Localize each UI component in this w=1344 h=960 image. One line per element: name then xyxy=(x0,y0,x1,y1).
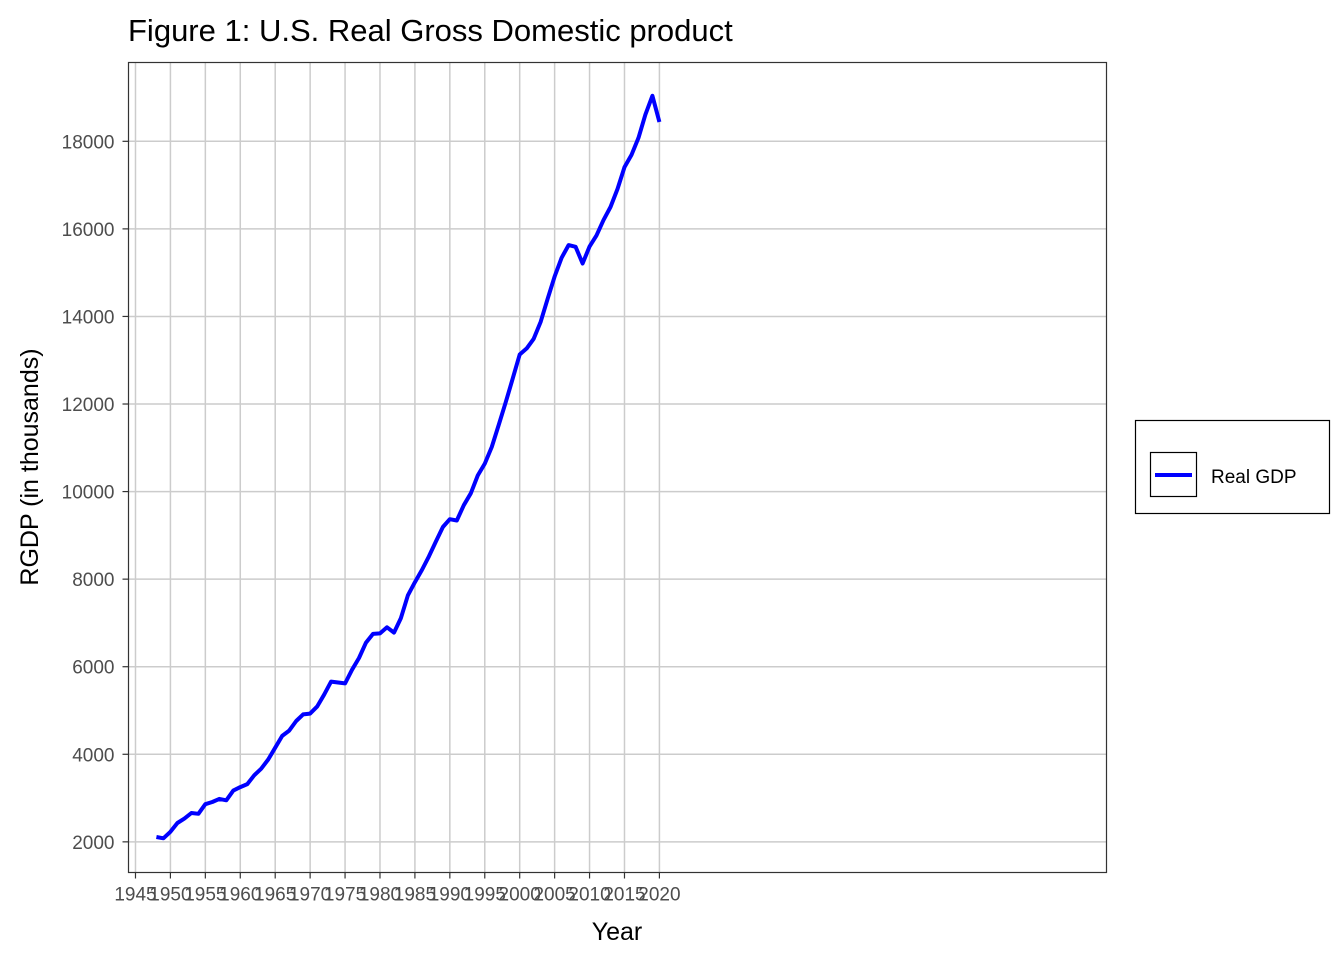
x-tick-label: 2020 xyxy=(638,885,680,906)
x-axis: 1945195019551960196519701975198019851990… xyxy=(114,872,681,906)
y-tick-label: 10000 xyxy=(62,483,115,504)
plot-panel xyxy=(128,62,1107,873)
x-tick-label: 1970 xyxy=(289,885,331,906)
x-tick-label: 1995 xyxy=(464,885,506,906)
x-tick-label: 2005 xyxy=(533,885,575,906)
series-layer xyxy=(156,93,662,841)
x-tick-label: 1985 xyxy=(394,885,436,906)
x-tick-label: 2000 xyxy=(499,885,541,906)
x-tick-label: 1960 xyxy=(219,885,261,906)
x-tick-label: 1965 xyxy=(254,885,296,906)
x-tick-label: 1975 xyxy=(324,885,366,906)
y-tick-label: 8000 xyxy=(72,570,114,591)
plot-border xyxy=(127,61,1108,874)
series-line-real-gdp xyxy=(156,93,662,841)
x-tick-label: 1945 xyxy=(114,885,156,906)
x-tick-label: 1950 xyxy=(149,885,191,906)
x-tick-label: 1990 xyxy=(429,885,471,906)
y-tick-label: 4000 xyxy=(72,745,114,766)
x-tick-label: 2015 xyxy=(603,885,645,906)
y-tick-label: 18000 xyxy=(62,132,115,153)
y-tick-label: 14000 xyxy=(62,307,115,328)
x-axis-title: Year xyxy=(592,918,643,946)
x-tick-label: 2010 xyxy=(568,885,610,906)
chart-title: Figure 1: U.S. Real Gross Domestic produ… xyxy=(128,13,733,48)
y-tick-label: 2000 xyxy=(72,833,114,854)
y-axis: 2000 4000 6000 8000 10000 12000 14000 16000 1800… xyxy=(62,132,129,854)
x-tick-label: 1955 xyxy=(184,885,226,906)
legend: Real GDP xyxy=(1134,419,1331,515)
y-tick-label: 6000 xyxy=(72,658,114,679)
legend-label: Real GDP xyxy=(1211,467,1297,488)
x-tick-label: 1980 xyxy=(359,885,401,906)
y-axis-title: RGDP (in thousands) xyxy=(16,348,44,585)
y-tick-label: 12000 xyxy=(62,395,115,416)
y-tick-label: 16000 xyxy=(62,220,115,241)
